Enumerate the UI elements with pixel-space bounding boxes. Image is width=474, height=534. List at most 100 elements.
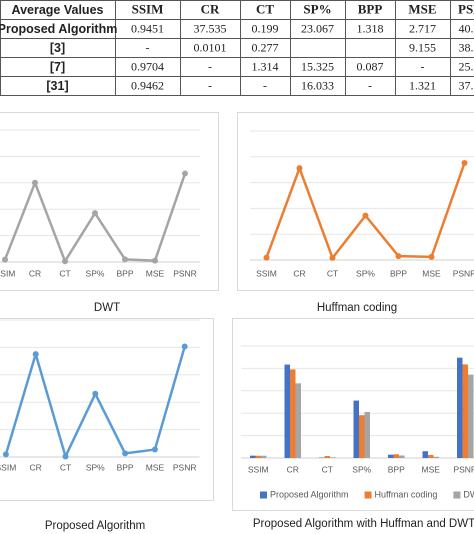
x-tick-label: CR [293, 268, 305, 278]
table-cell: 1.318 [357, 21, 384, 35]
point [362, 212, 369, 219]
table-cell: 15.325 [301, 59, 334, 73]
table-cell: 9.155 [409, 40, 436, 54]
bar [428, 455, 434, 458]
table-cell: - [368, 78, 372, 92]
table-cell: 38.175 [459, 40, 474, 54]
point [151, 446, 158, 453]
point [62, 453, 69, 460]
legend-swatch [364, 491, 372, 499]
x-tick-label: SSIM [0, 462, 16, 472]
bar [399, 455, 405, 458]
bar [388, 454, 394, 458]
bar [433, 456, 439, 458]
x-tick-label: CT [60, 462, 71, 472]
legend-swatch [260, 491, 267, 499]
point [122, 450, 129, 457]
x-tick-label: PSNR [453, 464, 474, 474]
chart-frame [0, 112, 219, 291]
bar [462, 364, 468, 458]
caption: Proposed Algorithm [45, 520, 145, 532]
bar [261, 455, 267, 458]
table-cell: - [208, 59, 212, 73]
bar [468, 374, 474, 458]
bar [250, 455, 256, 458]
table-cell: 1.321 [409, 78, 436, 92]
point [32, 179, 38, 186]
bar [290, 369, 296, 458]
table-cell: 1.314 [252, 59, 279, 73]
point [296, 165, 303, 172]
x-tick-label: CT [59, 268, 70, 278]
table-header: CT [256, 1, 274, 16]
table-cell: 0.9704 [131, 59, 164, 73]
legend-label: Proposed Algorithm [270, 489, 349, 499]
x-tick-label: BPP [390, 268, 407, 278]
table-cell: 23.067 [301, 21, 334, 35]
x-tick-label: BPP [388, 464, 405, 474]
x-tick-label: CT [327, 268, 338, 278]
x-tick-label: SP% [356, 268, 375, 278]
point [461, 159, 468, 166]
table-cell: - [146, 40, 150, 54]
x-tick-label: MSE [146, 268, 165, 278]
bar [324, 456, 330, 458]
row-label: [3] [50, 41, 65, 55]
x-tick-label: BPP [117, 462, 134, 472]
point [152, 257, 158, 264]
x-tick-label: SSIM [0, 268, 15, 278]
point [428, 253, 435, 260]
bar [255, 455, 261, 458]
table-cell: 2.717 [409, 21, 436, 35]
point [182, 170, 188, 177]
bar [393, 454, 399, 458]
point [92, 210, 98, 217]
x-tick-label: MSE [422, 464, 441, 474]
table-cell: 37.535 [194, 21, 227, 35]
bar [457, 357, 463, 458]
row-label: [31] [46, 79, 68, 93]
table-cell: 0.0101 [194, 40, 227, 54]
table-header: SSIM [132, 1, 164, 16]
table-cell: - [208, 78, 212, 92]
chart-frame [0, 318, 214, 501]
point [62, 258, 68, 265]
x-tick-label: MSE [146, 462, 165, 472]
x-tick-label: CR [30, 462, 42, 472]
point [395, 253, 402, 260]
caption: DWT [94, 302, 120, 314]
table-header: CR [201, 1, 220, 16]
table-header: MSE [408, 1, 436, 16]
bar [364, 411, 370, 458]
table-cell: - [421, 59, 425, 73]
table-header: BPP [358, 1, 383, 16]
table-cell: 0.087 [357, 59, 384, 73]
x-tick-label: CT [322, 464, 333, 474]
x-tick-label: MSE [422, 268, 441, 278]
point [181, 343, 188, 350]
x-tick-label: CR [287, 464, 299, 474]
legend-swatch [453, 491, 461, 499]
bar [353, 400, 359, 458]
table-cell: 40.310 [459, 21, 474, 35]
x-tick-label: SSIM [248, 464, 269, 474]
x-tick-label: SP% [86, 462, 105, 472]
row-label: [7] [50, 60, 65, 74]
table-header: Average Values [12, 3, 104, 17]
table-cell: 16.033 [301, 78, 334, 92]
x-tick-label: SP% [352, 464, 371, 474]
point [122, 256, 128, 263]
caption: Huffman coding [317, 302, 397, 314]
bar [295, 383, 301, 458]
table-header: PSNR [458, 1, 474, 16]
row-label: Proposed Algorithm [0, 22, 117, 36]
table-cell: 0.199 [252, 21, 279, 35]
point [32, 351, 39, 358]
caption: Proposed Algorithm with Huffman and DWT [253, 518, 474, 530]
table-cell: 0.9451 [131, 21, 164, 35]
table-cell: - [263, 78, 267, 92]
table-cell: 0.9462 [131, 78, 164, 92]
bar [284, 364, 290, 458]
table-cell: 37.781 [459, 78, 474, 92]
